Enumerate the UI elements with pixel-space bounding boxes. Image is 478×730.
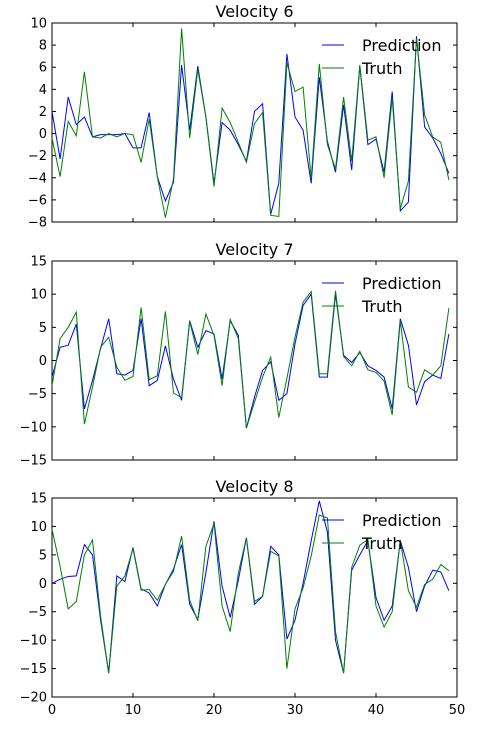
legend-label: Truth [361, 59, 403, 78]
x-tick-label: 50 [449, 703, 466, 718]
series-line-truth [51, 28, 450, 218]
x-tick-label: 0 [48, 703, 56, 718]
y-tick-label: 8 [39, 39, 47, 54]
chart-title: Velocity 8 [215, 477, 293, 496]
y-tick-label: 15 [30, 492, 47, 507]
legend-label: Truth [361, 297, 403, 316]
y-tick-label: −15 [20, 662, 47, 677]
y-tick-label: −5 [28, 387, 47, 402]
y-tick-label: 2 [39, 105, 47, 120]
y-tick-label: 15 [30, 255, 47, 270]
legend-label: Truth [361, 534, 403, 553]
x-tick-label: 20 [206, 703, 223, 718]
y-tick-label: −2 [28, 149, 47, 164]
y-tick-label: 10 [30, 17, 47, 32]
series-line-truth [51, 514, 450, 674]
y-tick-label: −10 [20, 634, 47, 649]
y-tick-label: 5 [39, 321, 47, 336]
y-tick-label: −4 [28, 171, 47, 186]
y-tick-label: −15 [20, 454, 47, 469]
y-tick-label: 0 [39, 127, 47, 142]
chart-title: Velocity 7 [215, 240, 293, 259]
subplot-2: Velocity 7 −15 −10 −5 0 5 10 15 Prediction Truth [20, 240, 458, 469]
x-tick-label: 30 [287, 703, 304, 718]
y-tick-label: −5 [28, 605, 47, 620]
y-tick-label: 5 [39, 548, 47, 563]
subplot-3: Velocity 8 −20 −15 −10 −5 0 5 10 15 0 10 20 30 40 50 Pr… [20, 477, 466, 718]
y-tick-label: 10 [30, 288, 47, 303]
y-tick-label: −8 [28, 216, 47, 231]
series-line-prediction [51, 36, 450, 215]
legend-label: Prediction [362, 511, 441, 530]
chart-title: Velocity 6 [215, 2, 293, 21]
axes-frame [51, 22, 458, 223]
series-line-prediction [51, 292, 450, 429]
axes-frame [51, 497, 458, 698]
legend-label: Prediction [362, 274, 441, 293]
series-line-truth [51, 290, 450, 429]
x-tick-label: 40 [368, 703, 385, 718]
subplot-1: Velocity 6 −8 −6 −4 −2 0 2 4 6 8 10 Prediction Truth [28, 2, 458, 231]
legend-label: Prediction [362, 36, 441, 55]
y-tick-label: 0 [39, 577, 47, 592]
y-tick-label: 10 [30, 520, 47, 535]
y-tick-label: 4 [39, 83, 47, 98]
y-tick-label: 0 [39, 354, 47, 369]
y-tick-label: −6 [28, 193, 47, 208]
x-tick-label: 10 [125, 703, 142, 718]
y-tick-label: 6 [39, 61, 47, 76]
y-tick-label: −20 [20, 691, 47, 706]
y-tick-label: −10 [20, 420, 47, 435]
